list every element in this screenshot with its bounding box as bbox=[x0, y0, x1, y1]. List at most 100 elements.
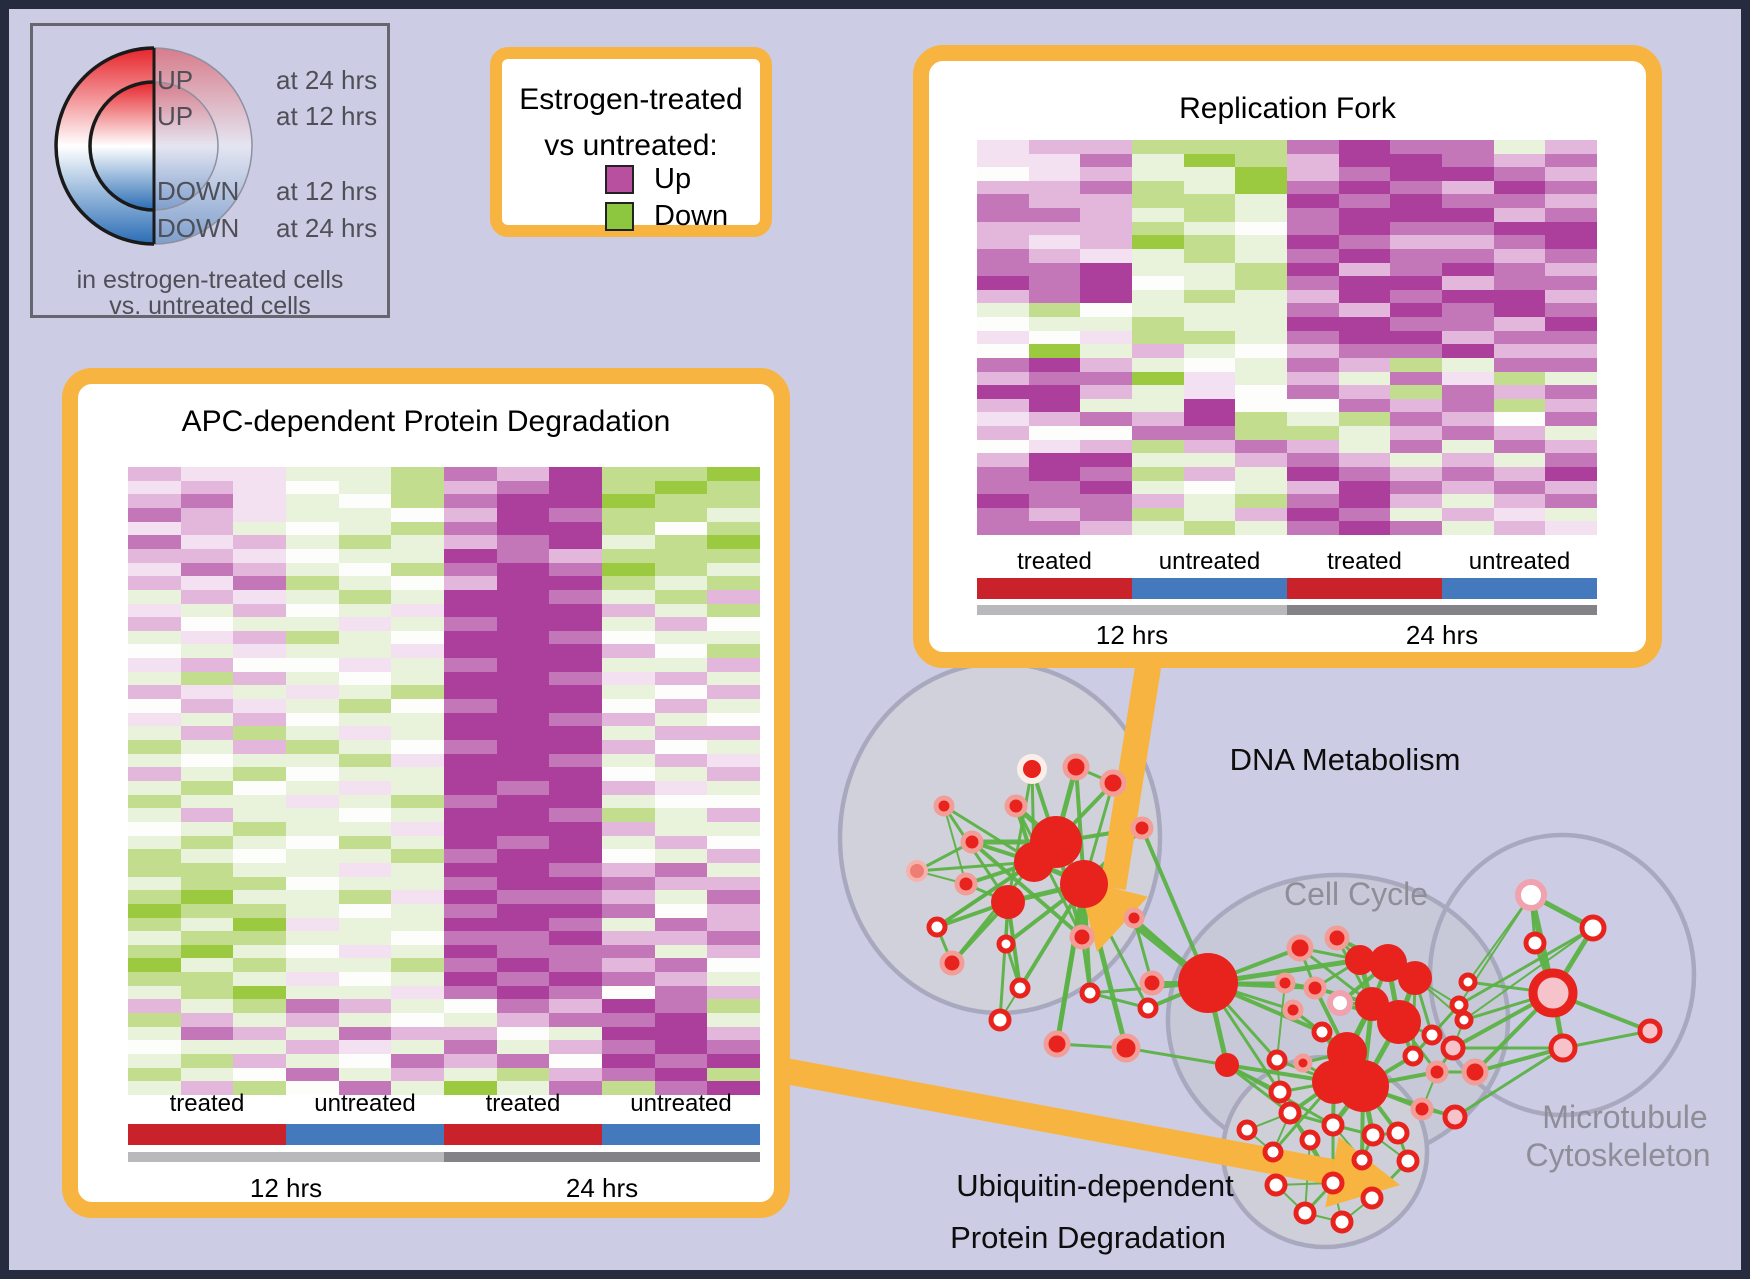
heatmap-cell bbox=[1493, 167, 1546, 181]
heatmap-cell bbox=[233, 767, 286, 781]
heatmap-cell bbox=[1235, 398, 1287, 413]
heatmap-cell bbox=[391, 808, 444, 822]
network-node bbox=[1303, 976, 1327, 1000]
heatmap-cell bbox=[286, 767, 339, 781]
apc-group-labels: treated untreated treated untreated bbox=[128, 1090, 760, 1118]
heatmap-cell bbox=[1132, 453, 1184, 467]
heatmap-cell bbox=[286, 712, 339, 727]
heatmap-cell bbox=[391, 1054, 444, 1068]
heatmap-cell bbox=[602, 917, 655, 932]
heatmap-cell bbox=[180, 821, 234, 836]
heatmap-cell bbox=[1442, 439, 1494, 454]
heatmap-cell bbox=[1132, 194, 1184, 209]
heatmap-cell bbox=[1132, 466, 1184, 481]
heatmap-cell bbox=[602, 767, 655, 781]
heatmap-cell bbox=[496, 1013, 550, 1027]
network-node bbox=[1043, 1030, 1071, 1058]
heatmap-cell bbox=[1080, 140, 1132, 154]
heatmap-cell bbox=[654, 835, 708, 850]
heatmap-cell bbox=[338, 767, 392, 781]
legend-down-24-dir: DOWN bbox=[157, 213, 240, 243]
heatmap-cell bbox=[1545, 153, 1597, 168]
heatmap-cell bbox=[1493, 262, 1546, 277]
heatmap-cell bbox=[654, 767, 708, 781]
rep-group-labels: treated untreated treated untreated bbox=[977, 548, 1597, 576]
heatmap-cell bbox=[1442, 167, 1494, 181]
heatmap-cell bbox=[1287, 412, 1339, 427]
heatmap-cell bbox=[128, 1081, 181, 1095]
heatmap-cell bbox=[1545, 167, 1597, 181]
heatmap-cell bbox=[1493, 398, 1546, 413]
heatmap-cell bbox=[1338, 221, 1391, 236]
heatmap-cell bbox=[549, 862, 602, 877]
heatmap-cell bbox=[1338, 303, 1391, 318]
heatmap-cell bbox=[496, 931, 550, 945]
network-node bbox=[1402, 1045, 1424, 1067]
heatmap-cell bbox=[1132, 494, 1184, 508]
heatmap-cell bbox=[338, 740, 392, 754]
heatmap-cell bbox=[391, 576, 444, 590]
network-node bbox=[1386, 1121, 1410, 1145]
heatmap-cell bbox=[1442, 289, 1494, 304]
heatmap-cell bbox=[444, 999, 497, 1014]
heatmap-cell bbox=[1338, 439, 1391, 454]
heatmap-cell bbox=[180, 712, 234, 727]
heatmap-cell bbox=[654, 562, 708, 577]
heatmap-cell bbox=[444, 944, 497, 959]
heatmap-cell bbox=[1442, 262, 1494, 277]
heatmap-cell bbox=[338, 849, 392, 863]
heatmap-cell bbox=[1080, 344, 1132, 358]
heatmap-cell bbox=[1390, 412, 1442, 427]
heatmap-cell bbox=[1338, 412, 1391, 427]
heatmap-cell bbox=[1442, 385, 1494, 399]
heatmap-cell bbox=[286, 958, 339, 973]
network-node bbox=[1286, 934, 1314, 962]
network-node bbox=[1017, 754, 1047, 784]
heatmap-cell bbox=[338, 972, 392, 986]
network-node bbox=[1278, 1101, 1302, 1125]
heatmap-cell bbox=[496, 903, 550, 918]
heatmap-cell bbox=[444, 985, 497, 1000]
heatmap-cell bbox=[233, 644, 286, 659]
heatmap-cell bbox=[1028, 208, 1081, 222]
heatmap-cell bbox=[549, 794, 602, 809]
heatmap-cell bbox=[1493, 153, 1546, 168]
heatmap-cell bbox=[391, 972, 444, 986]
heatmap-cell bbox=[128, 603, 181, 618]
heatmap-cell bbox=[1287, 153, 1339, 168]
heatmap-cell bbox=[1390, 371, 1442, 386]
heatmap-cell bbox=[128, 1040, 181, 1055]
heatmap-cell bbox=[338, 685, 392, 700]
heatmap-cell bbox=[180, 972, 234, 986]
heatmap-cell bbox=[496, 849, 550, 863]
heatmap-cell bbox=[391, 781, 444, 795]
network-node bbox=[1458, 972, 1478, 992]
heatmap-cell bbox=[602, 699, 655, 713]
heatmap-cell bbox=[1235, 140, 1287, 154]
heatmap-cell bbox=[1338, 235, 1391, 249]
heatmap-cell bbox=[286, 589, 339, 604]
treated-bar bbox=[128, 1124, 286, 1145]
heatmap-cell bbox=[338, 890, 392, 904]
heatmap-cell bbox=[180, 917, 234, 932]
heatmap-cell bbox=[391, 507, 444, 522]
network-node bbox=[1236, 1119, 1258, 1141]
network-node bbox=[1099, 769, 1127, 797]
heatmap-cell bbox=[338, 1081, 392, 1095]
heatmap-cell bbox=[286, 1026, 339, 1041]
heatmap-cell bbox=[128, 1054, 181, 1068]
heatmap-cell bbox=[338, 753, 392, 768]
heatmap-cell bbox=[286, 658, 339, 672]
heatmap-cell bbox=[1287, 480, 1339, 495]
heatmap-cell bbox=[444, 658, 497, 672]
heatmap-cell bbox=[1235, 357, 1287, 372]
heatmap-cell bbox=[286, 917, 339, 932]
heatmap-cell bbox=[707, 890, 760, 904]
heatmap-cell bbox=[1080, 330, 1132, 345]
heatmap-cell bbox=[286, 603, 339, 618]
network-node bbox=[1425, 1060, 1449, 1084]
network-label: Microtubule bbox=[1542, 1099, 1707, 1135]
heatmap-cell bbox=[1235, 344, 1287, 358]
heatmap-cell bbox=[233, 944, 286, 959]
